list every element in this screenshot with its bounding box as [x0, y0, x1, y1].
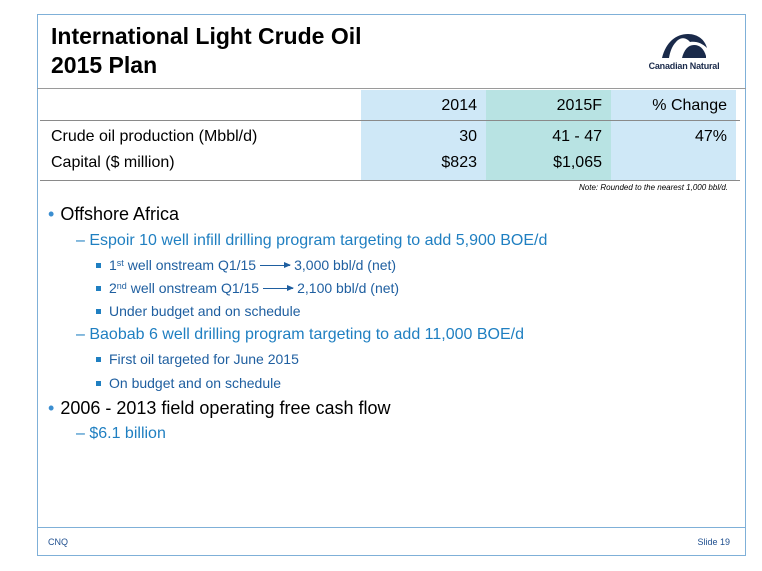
item-text: well onstream Q1/15: [123, 257, 257, 273]
item-text: well onstream Q1/15: [126, 280, 260, 296]
ordinal-number: 2: [109, 280, 117, 296]
title-divider: [37, 88, 746, 89]
cell-production-2014: 30: [459, 128, 477, 145]
bullet-dot-icon: •: [48, 398, 55, 418]
dash-icon: –: [76, 326, 90, 343]
item-text: Under budget and on schedule: [109, 303, 301, 319]
square-bullet-icon: [96, 356, 101, 362]
header-change: % Change: [652, 97, 727, 114]
col-2015f-bg: [486, 90, 611, 180]
bullet-text: 2006 - 2013 field operating free cash fl…: [60, 398, 391, 418]
item-result: 2,100 bbl/d (net): [297, 280, 400, 296]
footer-ticker: CNQ: [48, 537, 68, 547]
table-bottom-rule: [40, 180, 740, 181]
item-baobab-budget: On budget and on schedule: [96, 374, 281, 392]
col-2014-bg: [361, 90, 486, 180]
arrow-right-icon: [260, 262, 292, 268]
item-espoir-budget: Under budget and on schedule: [96, 302, 300, 320]
ordinal-suffix: nd: [116, 281, 127, 291]
item-result: 3,000 bbl/d (net): [294, 257, 397, 273]
subbullet-text: $6.1 billion: [89, 425, 166, 442]
square-bullet-icon: [96, 262, 101, 268]
row-label-capital: Capital ($ million): [51, 154, 175, 171]
square-bullet-icon: [96, 308, 101, 314]
arrow-right-icon: [263, 285, 295, 291]
item-espoir-well-2: 2nd well onstream Q1/15 2,100 bbl/d (net): [96, 279, 399, 297]
dash-icon: –: [76, 232, 90, 249]
bullet-cash-flow: • 2006 - 2013 field operating free cash f…: [48, 397, 391, 419]
cell-production-2015f: 41 - 47: [552, 128, 602, 145]
subbullet-text: Espoir 10 well infill drilling program t…: [89, 232, 548, 249]
ordinal-suffix: st: [116, 258, 124, 268]
subbullet-espoir: – Espoir 10 well infill drilling program…: [76, 231, 547, 251]
item-text: First oil targeted for June 2015: [109, 351, 299, 367]
subbullet-text: Baobab 6 well drilling program targeting…: [89, 326, 524, 343]
page-title: International Light Crude Oil 2015 Plan: [51, 22, 362, 80]
footer-divider: [37, 527, 746, 528]
item-text: On budget and on schedule: [109, 375, 282, 391]
table-header-rule: [40, 120, 740, 121]
logo-text: Canadian Natural: [648, 61, 720, 71]
item-baobab-first-oil: First oil targeted for June 2015: [96, 350, 299, 368]
company-logo: Canadian Natural: [636, 30, 732, 76]
subbullet-cash-flow-value: – $6.1 billion: [76, 424, 166, 444]
slide-frame: [37, 14, 746, 556]
cell-capital-2014: $823: [441, 154, 477, 171]
cell-capital-2015f: $1,065: [553, 154, 602, 171]
square-bullet-icon: [96, 380, 101, 386]
cell-production-change: 47%: [694, 128, 727, 145]
dash-icon: –: [76, 425, 90, 442]
ordinal-number: 1: [109, 257, 117, 273]
bullet-offshore-africa: • Offshore Africa: [48, 203, 179, 225]
table-note: Note: Rounded to the nearest 1,000 bbl/d…: [579, 183, 728, 192]
square-bullet-icon: [96, 285, 101, 291]
header-2015f: 2015F: [556, 97, 602, 114]
bullet-text: Offshore Africa: [60, 204, 180, 224]
item-espoir-well-1: 1st well onstream Q1/15 3,000 bbl/d (net): [96, 256, 396, 274]
col-change-bg: [611, 90, 736, 180]
header-2014: 2014: [441, 97, 477, 114]
slide-number: Slide 19: [697, 537, 730, 547]
title-line-2: 2015 Plan: [51, 52, 158, 78]
title-line-1: International Light Crude Oil: [51, 23, 362, 49]
bullet-dot-icon: •: [48, 204, 55, 224]
subbullet-baobab: – Baobab 6 well drilling program targeti…: [76, 325, 524, 345]
canadian-natural-logo-icon: [662, 34, 707, 58]
row-label-production: Crude oil production (Mbbl/d): [51, 128, 258, 145]
